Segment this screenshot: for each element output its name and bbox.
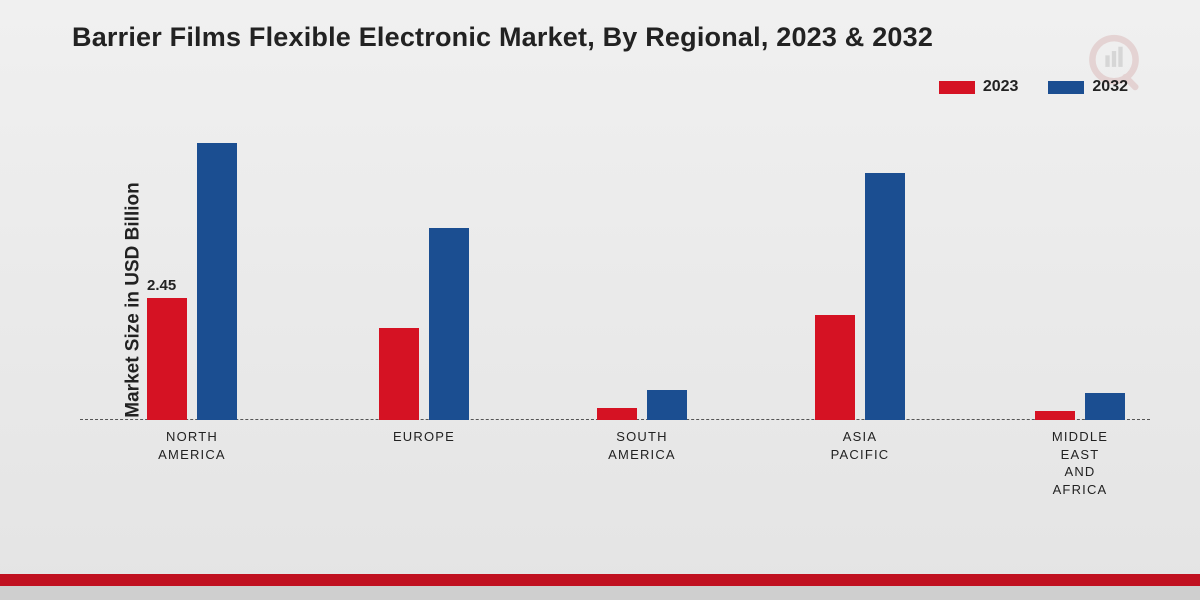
bar-2023 — [147, 298, 187, 421]
bar-2023 — [815, 315, 855, 420]
bar-group — [1035, 393, 1125, 421]
plot-area: 2.45 — [80, 120, 1150, 420]
footer-bar-red — [0, 574, 1200, 586]
bar-2032 — [429, 228, 469, 421]
x-tick-label: MIDDLE EAST AND AFRICA — [1015, 428, 1145, 498]
bar-2032 — [197, 143, 237, 421]
bar-2023 — [379, 328, 419, 421]
footer-bar-gray — [0, 586, 1200, 600]
x-tick-label: SOUTH AMERICA — [577, 428, 707, 463]
x-axis-labels: NORTH AMERICA EUROPE SOUTH AMERICA ASIA PAC… — [80, 428, 1150, 548]
legend-item-2023: 2023 — [939, 78, 1019, 96]
bar-2023 — [597, 408, 637, 421]
bar-2032 — [1085, 393, 1125, 421]
legend-swatch-2032 — [1048, 81, 1084, 94]
legend-label-2023: 2023 — [983, 78, 1019, 96]
x-tick-label: EUROPE — [359, 428, 489, 446]
bar-2023 — [1035, 411, 1075, 420]
legend-item-2032: 2032 — [1048, 78, 1128, 96]
bar-2032 — [865, 173, 905, 421]
bar-value-label: 2.45 — [147, 277, 176, 294]
legend-swatch-2023 — [939, 81, 975, 94]
bar-2032 — [647, 390, 687, 420]
chart-title: Barrier Films Flexible Electronic Market… — [72, 22, 933, 53]
x-tick-label: ASIA PACIFIC — [795, 428, 925, 463]
bar-group: 2.45 — [147, 143, 237, 421]
legend: 2023 2032 — [939, 78, 1128, 96]
legend-label-2032: 2032 — [1092, 78, 1128, 96]
bar-group — [379, 228, 469, 421]
x-tick-label: NORTH AMERICA — [127, 428, 257, 463]
bar-group — [815, 173, 905, 421]
bar-group — [597, 390, 687, 420]
